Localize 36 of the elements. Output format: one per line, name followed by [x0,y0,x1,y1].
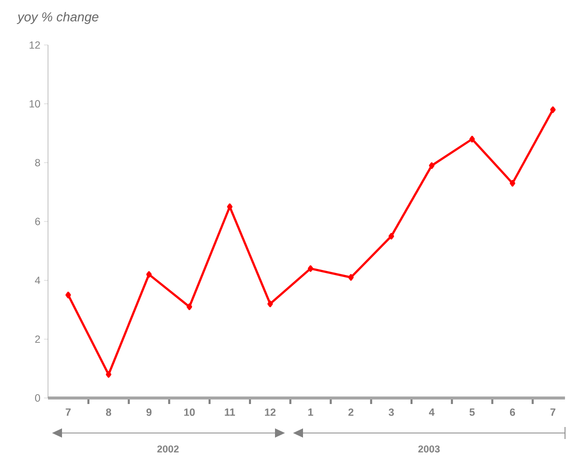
point [469,136,475,142]
point [227,203,233,210]
y-tick-label: 6 [35,218,40,226]
x-tick-label: 7 [66,408,71,416]
point [510,180,516,187]
x-tick-label: 9 [146,408,152,416]
y-tick-label: 8 [35,158,40,166]
x-tick-label: 8 [106,408,112,416]
y-tick-label: 10 [30,100,40,108]
point [550,106,556,113]
x-tick-label: 7 [550,408,556,416]
text: 2002 [157,445,179,453]
text: 2003 [418,445,440,453]
point [186,303,192,310]
x-tick-label: 2 [348,408,354,416]
x-tick-label: 10 [184,408,195,416]
y-tick-label: 2 [35,336,40,343]
point [106,371,112,378]
x-tick-label: 3 [388,408,394,416]
x-tick-label: 12 [264,408,276,416]
x-tick-label: 1 [308,408,314,416]
x-tick-label: 4 [428,408,435,416]
y-tick-label: 4 [34,276,40,284]
point [348,274,354,281]
y-axis-title: yoy % change [16,12,98,24]
point [428,162,434,169]
point [65,292,71,298]
y-tick-label: 0 [35,394,40,402]
y-tick-label: 12 [30,41,40,49]
point [146,271,152,278]
x-tick-label: 11 [224,408,235,416]
point [267,300,273,308]
x-tick-label: 5 [470,408,475,416]
point [388,232,394,240]
point [308,265,314,272]
x-tick-label: 6 [510,408,516,416]
